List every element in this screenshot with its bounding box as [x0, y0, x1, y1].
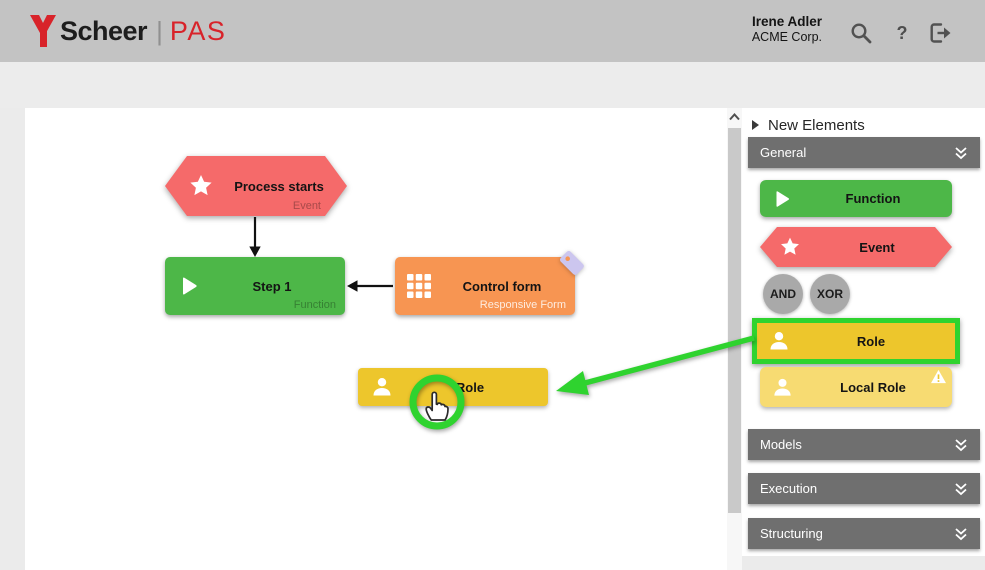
person-icon — [757, 329, 801, 353]
search-button[interactable] — [848, 20, 874, 46]
node-label: Step 1 — [252, 278, 292, 294]
user-name: Irene Adler — [751, 14, 822, 29]
grid-icon — [395, 273, 443, 299]
section-general[interactable]: General — [748, 137, 980, 168]
node-label: Role — [455, 379, 485, 395]
canvas-node-event[interactable]: Process starts Event — [165, 156, 347, 216]
palette-item-label: Event — [859, 239, 895, 255]
palette-item-label: Role — [856, 333, 886, 349]
section-label: Structuring — [760, 526, 823, 541]
person-icon — [358, 375, 406, 399]
person-icon — [760, 376, 804, 399]
app-header: Scheer | PAS Irene Adler ACME Corp. ? — [0, 0, 985, 62]
user-organization: ACME Corp. — [751, 29, 822, 44]
double-chevron-down-icon — [955, 527, 967, 540]
play-icon — [760, 188, 804, 210]
logout-button[interactable] — [927, 20, 953, 46]
palette-item-event[interactable]: Event — [760, 227, 952, 267]
palette-item-label: Local Role — [840, 379, 906, 395]
node-type-label: Function — [293, 299, 336, 311]
gateway-label: AND — [770, 287, 796, 301]
panel-title: New Elements — [768, 116, 865, 134]
logout-icon — [930, 23, 950, 43]
search-icon — [851, 23, 872, 44]
section-models[interactable]: Models — [748, 429, 980, 460]
star-icon — [768, 236, 812, 258]
double-chevron-down-icon — [955, 146, 967, 159]
event-shape: Event — [760, 227, 952, 267]
help-icon: ? — [896, 22, 908, 43]
new-elements-panel: New Elements General Function Event AND … — [742, 108, 985, 556]
palette-item-local-role[interactable]: Local Role — [760, 367, 952, 407]
tag-icon — [553, 244, 593, 284]
brand-name: Scheer — [60, 15, 148, 46]
canvas-node-role[interactable]: Role — [358, 368, 548, 406]
canvas-scrollbar[interactable] — [727, 108, 742, 570]
play-icon — [165, 274, 213, 298]
brand-product: PAS — [169, 15, 227, 46]
brand-divider: | — [156, 15, 163, 46]
section-label: Execution — [760, 481, 818, 496]
scheer-logo-mark — [30, 15, 56, 47]
new-elements-header[interactable]: New Elements — [752, 113, 865, 137]
warning-triangle-icon — [930, 369, 947, 389]
palette-item-label: Function — [845, 191, 901, 206]
canvas-node-form[interactable]: Control form Responsive Form — [395, 257, 575, 315]
scrollbar-up-button[interactable] — [727, 110, 742, 124]
double-chevron-down-icon — [955, 482, 967, 495]
node-label: Control form — [462, 278, 542, 294]
user-info: Irene Adler ACME Corp. — [752, 14, 822, 45]
node-label: Process starts — [234, 178, 324, 194]
canvas-node-function[interactable]: Step 1 Function — [165, 257, 345, 315]
section-execution[interactable]: Execution — [748, 473, 980, 504]
double-chevron-down-icon — [955, 438, 967, 451]
palette-item-role-selected[interactable]: Role — [752, 318, 960, 364]
section-label: Models — [760, 437, 802, 452]
model-canvas[interactable]: Process starts Event Step 1 Function Con… — [25, 108, 727, 570]
node-type-label: Event — [292, 200, 321, 212]
model-toolbar: Reference model — [0, 62, 985, 160]
gateway-label: XOR — [816, 287, 843, 301]
section-label: General — [760, 145, 807, 160]
scrollbar-thumb[interactable] — [728, 128, 741, 513]
node-type-label: Responsive Form — [479, 299, 566, 311]
help-button[interactable]: ? — [889, 20, 915, 46]
palette-item-function[interactable]: Function — [760, 180, 952, 217]
scheer-pas-logo: Scheer | PAS — [30, 13, 226, 49]
event-shape: Process starts Event — [165, 156, 347, 216]
chevron-up-icon — [729, 113, 740, 121]
section-structuring[interactable]: Structuring — [748, 518, 980, 549]
palette-item-xor-gateway[interactable]: XOR — [810, 274, 850, 314]
palette-item-and-gateway[interactable]: AND — [763, 274, 803, 314]
star-icon — [177, 173, 225, 199]
triangle-right-icon — [752, 120, 759, 130]
